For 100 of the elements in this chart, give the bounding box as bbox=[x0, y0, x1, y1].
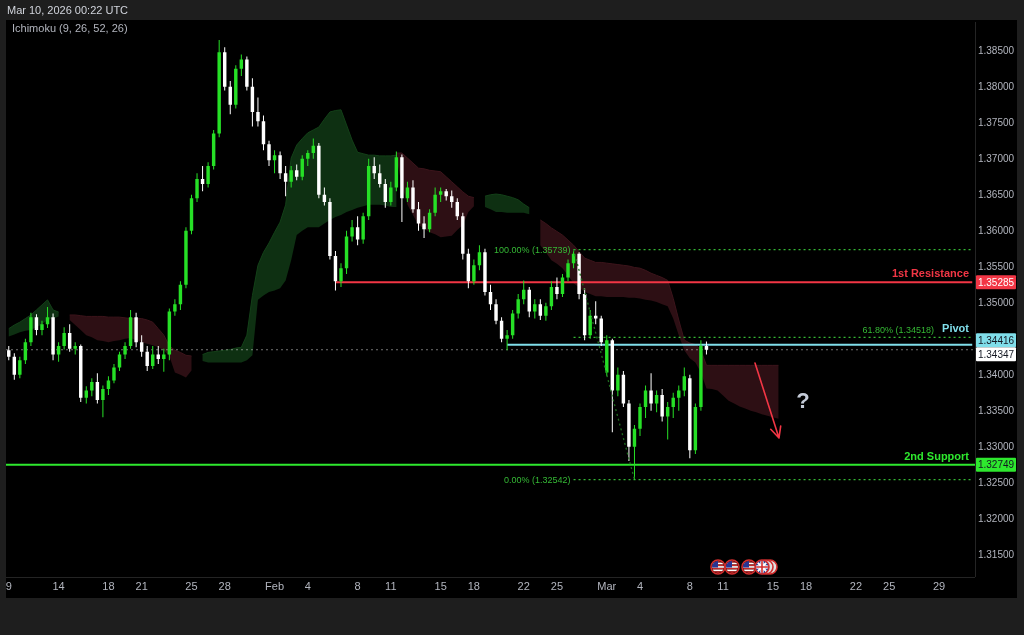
y-tick-label: 1.34416 bbox=[977, 334, 1015, 346]
candlestick bbox=[317, 142, 321, 199]
y-tick-label: 1.38000 bbox=[977, 81, 1015, 93]
x-tick-label: 9 bbox=[5, 579, 12, 592]
candlestick bbox=[400, 154, 404, 223]
candlestick bbox=[494, 299, 498, 325]
x-tick-label: 29 bbox=[932, 579, 946, 592]
x-tick-label: 15 bbox=[766, 579, 780, 592]
candlestick bbox=[389, 181, 393, 206]
candlestick bbox=[234, 65, 238, 109]
x-tick-label: 11 bbox=[717, 579, 729, 592]
candlestick bbox=[217, 40, 221, 138]
y-tick-label: 1.32000 bbox=[977, 513, 1015, 525]
y-tick-label: 1.35500 bbox=[977, 261, 1015, 273]
candlestick bbox=[245, 56, 249, 91]
candlestick bbox=[90, 378, 94, 397]
x-tick-label: 25 bbox=[185, 579, 198, 592]
candlestick bbox=[566, 259, 570, 282]
x-tick-label: 15 bbox=[434, 579, 447, 592]
candlestick bbox=[699, 340, 703, 411]
x-tick-label: 18 bbox=[102, 579, 115, 592]
candlestick bbox=[73, 342, 77, 355]
candlestick bbox=[544, 302, 548, 321]
candlestick bbox=[688, 374, 692, 459]
candlestick bbox=[162, 348, 166, 372]
x-tick-label: 25 bbox=[883, 579, 896, 592]
candlestick bbox=[195, 173, 199, 202]
candlestick bbox=[267, 140, 271, 166]
line-series bbox=[572, 248, 636, 481]
candlestick bbox=[516, 294, 520, 319]
candlestick bbox=[206, 162, 210, 188]
y-tick-label: 1.35285 bbox=[977, 276, 1015, 288]
candlestick bbox=[289, 165, 293, 188]
x-tick-label: 18 bbox=[799, 579, 813, 592]
candlestick bbox=[649, 373, 653, 411]
candlestick bbox=[40, 320, 44, 336]
y-tick-label: 1.33000 bbox=[977, 441, 1015, 453]
annotation: ? bbox=[796, 387, 810, 413]
candlestick bbox=[256, 97, 260, 127]
candlestick bbox=[18, 356, 22, 379]
candlestick bbox=[660, 389, 664, 422]
candlestick bbox=[29, 312, 33, 346]
series-label: 61.80% (1.34518) bbox=[862, 325, 935, 336]
y-tick-label: 1.36000 bbox=[977, 225, 1015, 237]
candlestick bbox=[433, 187, 437, 217]
candlestick bbox=[173, 299, 177, 316]
y-tick-label: 1.32749 bbox=[977, 459, 1015, 471]
x-tick-label: Mar bbox=[597, 579, 617, 592]
candlestick bbox=[184, 227, 188, 289]
y-tick-label: 1.34000 bbox=[977, 369, 1015, 381]
candlestick bbox=[555, 277, 559, 300]
candlestick bbox=[101, 385, 105, 418]
annotation: Ichimoku (9, 26, 52, 26) bbox=[12, 22, 128, 34]
chart-title: Mar 10, 2026 00:22 UTC bbox=[7, 4, 129, 16]
candlestick bbox=[328, 198, 332, 260]
y-tick-label: 1.34347 bbox=[977, 348, 1015, 360]
y-tick-label: 1.38500 bbox=[977, 45, 1015, 57]
ref-line-label: 2nd Support bbox=[904, 449, 970, 462]
series-label: 1st Resistance bbox=[891, 267, 969, 280]
x-tick-label: 4 bbox=[636, 579, 644, 592]
candlestick bbox=[444, 189, 448, 201]
y-tick-label: 1.37000 bbox=[977, 153, 1015, 165]
candlestick bbox=[461, 212, 465, 260]
candlestick bbox=[533, 299, 537, 319]
candlestick bbox=[361, 212, 365, 244]
y-tick-label: 1.36500 bbox=[977, 189, 1015, 201]
y-tick-label: 1.33500 bbox=[977, 405, 1015, 417]
candlestick bbox=[411, 180, 415, 213]
candlestick bbox=[51, 313, 55, 361]
y-tick-label: 1.32500 bbox=[977, 477, 1015, 489]
x-tick-label: 28 bbox=[218, 579, 231, 592]
series-label: Pivot bbox=[942, 322, 970, 335]
x-tick-label: 11 bbox=[385, 579, 397, 592]
candlestick bbox=[123, 342, 127, 359]
candlestick bbox=[638, 403, 642, 436]
x-tick-label: 18 bbox=[467, 579, 481, 592]
candlestick bbox=[627, 399, 631, 462]
candlestick bbox=[278, 151, 282, 179]
candlestick bbox=[350, 219, 354, 242]
y-tick-label: 1.37500 bbox=[977, 117, 1015, 129]
x-tick-label: 22 bbox=[849, 579, 863, 592]
x-tick-label: 21 bbox=[135, 579, 148, 592]
candlestick bbox=[505, 330, 509, 351]
series-label: 0.00% (1.32542) bbox=[504, 474, 571, 485]
x-tick-label: 8 bbox=[354, 579, 361, 592]
x-tick-label: 14 bbox=[52, 579, 65, 592]
x-tick-label: 22 bbox=[517, 579, 530, 592]
x-tick-label: 4 bbox=[304, 579, 311, 592]
x-tick-label: 25 bbox=[550, 579, 564, 592]
y-tick-label: 1.35000 bbox=[977, 297, 1015, 309]
candlestick bbox=[134, 312, 138, 348]
y-tick-label: 1.31500 bbox=[977, 549, 1015, 561]
candlestick bbox=[62, 327, 66, 350]
candlestick bbox=[616, 367, 620, 397]
candlestick bbox=[472, 259, 476, 285]
x-tick-label: Feb bbox=[265, 579, 285, 592]
series-label: 100.00% (1.35739) bbox=[493, 244, 571, 255]
x-tick-label: 8 bbox=[686, 579, 693, 592]
candlestick bbox=[483, 248, 487, 296]
candlestick bbox=[422, 216, 426, 238]
